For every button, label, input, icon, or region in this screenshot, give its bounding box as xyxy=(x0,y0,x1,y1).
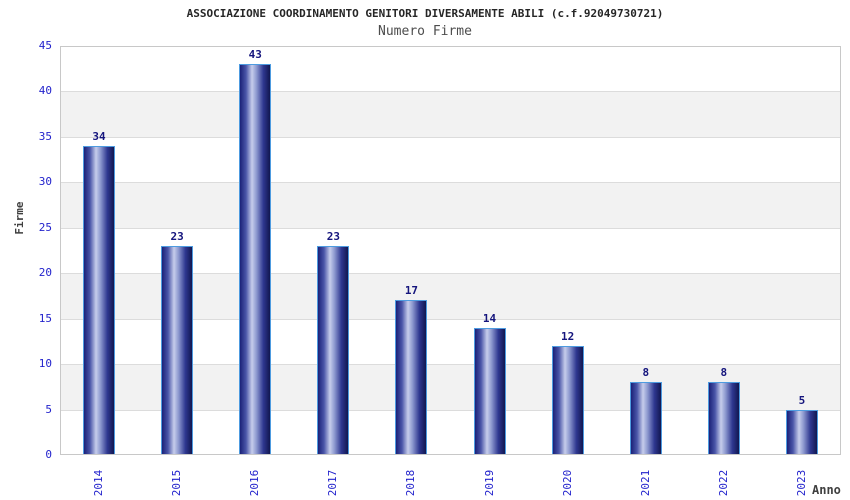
grid-band xyxy=(60,91,841,137)
y-tick-label: 40 xyxy=(38,84,52,98)
x-axis-label: Anno xyxy=(812,483,841,497)
bar xyxy=(707,382,740,455)
bar-value-label: 5 xyxy=(798,393,806,407)
bar xyxy=(239,64,272,455)
bar xyxy=(629,382,662,455)
bar-value-label: 23 xyxy=(326,229,340,243)
gridline xyxy=(60,364,841,366)
x-tick-label: 2018 xyxy=(404,469,418,497)
gridline xyxy=(60,182,841,184)
y-axis-label: Firme xyxy=(13,200,26,235)
gridline xyxy=(60,273,841,275)
y-tick-label: 10 xyxy=(38,357,52,371)
y-tick-label: 30 xyxy=(38,175,52,189)
x-tick-label: 2020 xyxy=(560,469,574,497)
y-tick-label: 5 xyxy=(45,402,52,416)
grid-band xyxy=(60,136,841,183)
bar xyxy=(161,245,194,455)
gridline xyxy=(60,91,841,93)
bar-value-label: 34 xyxy=(92,129,106,143)
y-tick-label: 45 xyxy=(38,39,52,52)
gridline xyxy=(60,318,841,320)
x-tick-label: 2023 xyxy=(794,469,808,497)
gridline xyxy=(60,409,841,411)
y-tick-label: 20 xyxy=(38,266,52,280)
grid-band xyxy=(60,182,841,228)
bar-value-label: 14 xyxy=(482,311,497,325)
bar xyxy=(317,245,350,455)
x-tick-label: 2019 xyxy=(482,469,496,497)
y-tick-label: 35 xyxy=(38,129,52,143)
gridline xyxy=(60,136,841,138)
x-tick-label: 2015 xyxy=(170,469,184,497)
bar xyxy=(395,300,428,455)
x-tick-label: 2021 xyxy=(638,469,652,497)
bar xyxy=(83,145,116,455)
bar-value-label: 8 xyxy=(720,366,728,380)
bar-value-label: 8 xyxy=(642,366,650,380)
y-tick-label: 25 xyxy=(38,220,52,234)
grid-band xyxy=(60,46,841,92)
y-tick-label: 15 xyxy=(38,311,52,325)
x-tick-label: 2017 xyxy=(326,469,340,497)
bar xyxy=(473,327,506,455)
bar-value-label: 17 xyxy=(404,284,419,298)
x-tick-label: 2016 xyxy=(248,469,262,497)
bar xyxy=(785,409,818,455)
chart-title: ASSOCIAZIONE COORDINAMENTO GENITORI DIVE… xyxy=(186,7,664,20)
bar-value-label: 43 xyxy=(248,48,262,62)
gridline xyxy=(60,227,841,229)
x-tick-label: 2014 xyxy=(92,469,106,497)
y-tick-label: 0 xyxy=(45,448,52,461)
bar-value-label: 23 xyxy=(170,229,184,243)
bar-value-label: 12 xyxy=(561,329,575,343)
bar xyxy=(551,345,584,455)
chart-subtitle: Numero Firme xyxy=(378,24,472,39)
x-tick-label: 2022 xyxy=(716,469,730,497)
